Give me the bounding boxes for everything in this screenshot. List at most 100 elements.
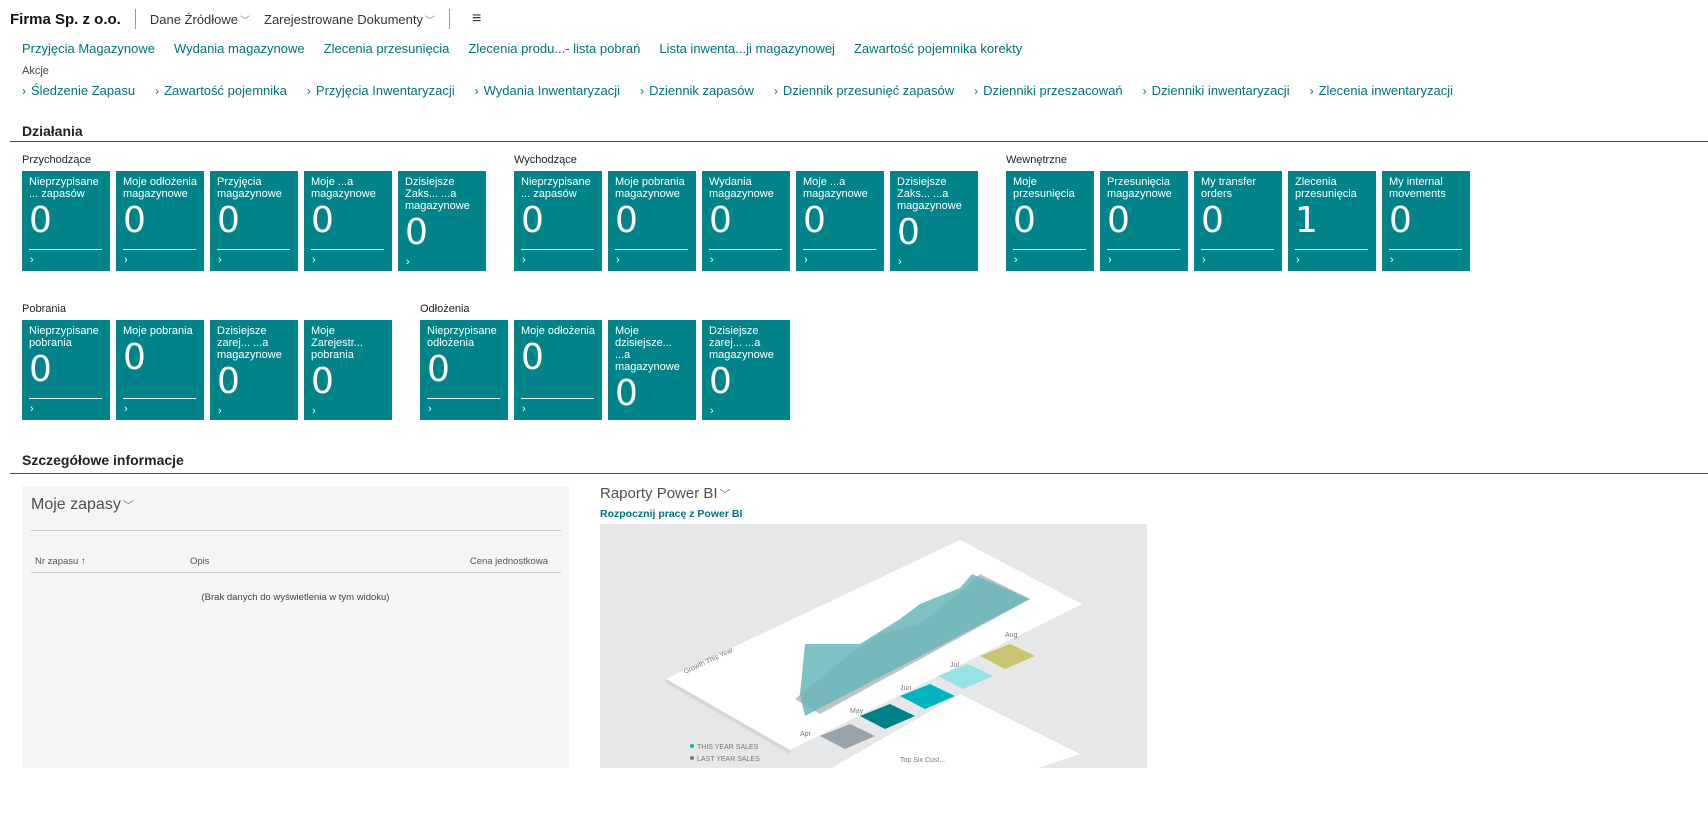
action-item[interactable]: › Dzienniki inwentaryzacji	[1143, 83, 1290, 98]
bottom-card-title: Top Six Cust...	[900, 757, 945, 764]
cue-tile[interactable]: Moje odłożenia magazynowe 0 ›	[116, 171, 204, 271]
separator	[448, 9, 450, 29]
link[interactable]: Przyjęcia Magazynowe	[22, 41, 155, 56]
tile-value: 0	[311, 200, 334, 241]
cue-tile[interactable]: Moje ...a magazynowe 0 ›	[304, 171, 392, 271]
action-item[interactable]: › Zawartość pojemnika	[155, 83, 287, 98]
hamburger-icon[interactable]: ≡	[471, 10, 482, 27]
link[interactable]: Zlecenia produ...- lista pobrań	[468, 41, 641, 56]
my-items-title[interactable]: Moje zapasy ﹀	[31, 496, 134, 514]
tile-title: Moje przesunięcia	[1013, 176, 1075, 200]
cue-tile[interactable]: Nieprzypisane ... zapasów 0 ›	[514, 171, 602, 271]
cue-tile[interactable]: Dzisiejsze zarej... ...a magazynowe 0 ›	[210, 320, 298, 420]
column-header-cena[interactable]: Cena jednostkowa	[469, 556, 548, 567]
column-header-opis[interactable]: Opis	[190, 556, 210, 567]
cue-group: Przychodzące Nieprzypisane ... zapasów 0 › M…	[22, 154, 486, 271]
cue-tile[interactable]: Dzisiejsze Zaks... ...a magazynowe 0 ›	[890, 171, 978, 271]
divider	[1201, 249, 1274, 250]
cue-tile[interactable]: Przesunięcia magazynowe 0 ›	[1100, 171, 1188, 271]
tile-value: 0	[123, 337, 146, 378]
chevron-right-icon: ›	[124, 254, 128, 266]
cue-tile[interactable]: Moje pobrania magazynowe 0 ›	[608, 171, 696, 271]
chevron-right-icon: ›	[474, 84, 479, 98]
cue-tile[interactable]: Zlecenia przesunięcia 1 ›	[1288, 171, 1376, 271]
cue-tile[interactable]: Nieprzypisane ... zapasów 0 ›	[22, 171, 110, 271]
tile-title: Zlecenia przesunięcia	[1295, 176, 1357, 200]
divider	[10, 141, 1708, 142]
swatch-crocus	[980, 644, 1035, 669]
cue-tile[interactable]: Wydania magazynowe 0 ›	[702, 171, 790, 271]
powerbi-title[interactable]: Raporty Power BI ﹀	[600, 485, 731, 502]
cue-tile[interactable]: Przyjęcia magazynowe 0 ›	[210, 171, 298, 271]
tile-title: Nieprzypisane ... zapasów	[521, 176, 591, 200]
cue-tile[interactable]: Moje pobrania 0 ›	[116, 320, 204, 420]
chevron-right-icon: ›	[804, 254, 808, 266]
cue-tile[interactable]: Nieprzypisane odłożenia 0 ›	[420, 320, 508, 420]
chevron-right-icon: ›	[30, 254, 34, 266]
cue-tile[interactable]: Moje odłożenia 0 ›	[514, 320, 602, 420]
cue-tile[interactable]: Moje Zarejestr... pobrania 0 ›	[304, 320, 392, 420]
chevron-down-icon: ﹀	[424, 15, 435, 27]
tile-title: Przesunięcia magazynowe	[1107, 176, 1172, 200]
legend-label: THIS YEAR SALES	[697, 744, 759, 751]
tile-title: Dzisiejsze Zaks... ...a magazynowe	[405, 176, 470, 212]
link[interactable]: Zawartość pojemnika korekty	[853, 41, 1023, 56]
swatch-selected	[938, 664, 993, 689]
divider	[803, 249, 876, 250]
action-label: Dzienniki przeszacowań	[983, 83, 1123, 98]
action-item[interactable]: › Wydania Inwentaryzacji	[475, 83, 620, 98]
title-text: Raporty Power BI	[600, 485, 718, 502]
tile-title: Nieprzypisane odłożenia	[427, 325, 497, 349]
divider	[31, 530, 561, 531]
group-label: Odłożenia	[420, 303, 470, 315]
chevron-right-icon: ›	[710, 254, 714, 266]
action-item[interactable]: › Zlecenia inwentaryzacji	[1310, 83, 1453, 98]
get-started-powerbi-link[interactable]: Rozpocznij pracę z Power BI	[600, 508, 743, 520]
title-text: Moje zapasy	[31, 496, 121, 513]
action-label: Przyjęcia Inwentaryzacji	[315, 83, 455, 98]
column-header-nr[interactable]: Nr zapasu ↑	[35, 556, 86, 567]
tile-value: 0	[217, 361, 240, 402]
column-label: Nr zapasu	[35, 556, 79, 567]
chevron-down-icon: ﹀	[240, 15, 251, 27]
cue-tile[interactable]: Moje przesunięcia 0 ›	[1006, 171, 1094, 271]
legend-dot-last-year	[690, 756, 694, 760]
divider	[31, 572, 561, 573]
link[interactable]: Lista inwenta...ji magazynowej	[659, 41, 835, 56]
action-item[interactable]: › Dziennik przesunięć zapasów	[774, 83, 954, 98]
tile-value: 0	[521, 200, 544, 241]
chevron-right-icon: ›	[974, 84, 979, 98]
month-label: Apr	[800, 731, 812, 738]
cue-tile[interactable]: My transfer orders 0 ›	[1194, 171, 1282, 271]
cue-tile[interactable]: My internal movements 0 ›	[1382, 171, 1470, 271]
cue-tile[interactable]: Moje ...a magazynowe 0 ›	[796, 171, 884, 271]
action-item[interactable]: › Dzienniki przeszacowań	[974, 83, 1122, 98]
chevron-right-icon: ›	[312, 254, 316, 266]
chevron-right-icon: ›	[1309, 84, 1314, 98]
action-item[interactable]: › Przyjęcia Inwentaryzacji	[307, 83, 455, 98]
link[interactable]: Wydania magazynowe	[173, 41, 305, 56]
actions-label: Akcje	[22, 65, 49, 77]
tile-value: 0	[1013, 200, 1036, 241]
tile-title: Moje ...a magazynowe	[803, 176, 868, 200]
cue-tile[interactable]: Moje dzisiejsze... ...a magazynowe 0 ›	[608, 320, 696, 429]
link[interactable]: Zlecenia przesunięcia	[323, 41, 450, 56]
divider	[1107, 249, 1180, 250]
company-name[interactable]: Firma Sp. z o.o.	[10, 10, 121, 28]
action-item[interactable]: › Dziennik zapasów	[640, 83, 754, 98]
cue-tile[interactable]: Dzisiejsze Zaks... ...a magazynowe 0 ›	[398, 171, 486, 271]
action-item[interactable]: › Śledzenie Zapasu	[22, 83, 135, 98]
menu-dane-zrodlowe[interactable]: Dane Źródłowe ﹀	[150, 12, 250, 27]
chevron-right-icon: ›	[1014, 254, 1018, 266]
legend-label: LAST YEAR SALES	[697, 756, 760, 763]
tile-value: 0	[615, 200, 638, 241]
chevron-right-icon: ›	[22, 84, 26, 98]
tile-value: 0	[615, 373, 638, 414]
cue-tile[interactable]: Dzisiejsze zarej... ...a magazynowe 0 ›	[702, 320, 790, 420]
menu-zarejestrowane-dokumenty[interactable]: Zarejestrowane Dokumenty ﹀	[264, 12, 435, 27]
tile-value: 1	[1295, 200, 1318, 241]
divider	[1013, 249, 1086, 250]
chevron-right-icon: ›	[616, 254, 620, 266]
cue-tile[interactable]: Nieprzypisane pobrania 0 ›	[22, 320, 110, 420]
chevron-right-icon: ›	[1202, 254, 1206, 266]
